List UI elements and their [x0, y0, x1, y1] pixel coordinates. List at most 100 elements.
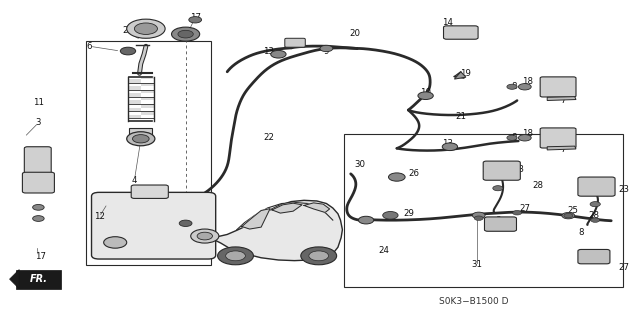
Text: 12: 12 [93, 212, 105, 221]
Circle shape [518, 84, 531, 90]
Text: 8: 8 [579, 228, 584, 237]
FancyBboxPatch shape [540, 128, 576, 148]
FancyBboxPatch shape [578, 249, 610, 264]
Circle shape [172, 27, 200, 41]
Text: 18: 18 [522, 77, 534, 86]
FancyBboxPatch shape [24, 147, 51, 175]
Circle shape [590, 202, 600, 207]
Circle shape [127, 132, 155, 146]
Circle shape [562, 212, 575, 219]
Text: 20: 20 [349, 29, 361, 38]
Text: 8: 8 [495, 216, 500, 225]
Polygon shape [304, 203, 330, 212]
Circle shape [474, 216, 483, 220]
Text: 28: 28 [588, 211, 600, 220]
Circle shape [189, 17, 202, 23]
Text: 19: 19 [461, 69, 471, 78]
Text: 7: 7 [561, 96, 566, 105]
Circle shape [513, 211, 522, 215]
Polygon shape [16, 270, 61, 289]
Text: 9: 9 [324, 47, 329, 56]
Text: 31: 31 [471, 260, 483, 269]
Text: 11: 11 [33, 98, 44, 107]
Text: 29: 29 [403, 209, 413, 218]
Circle shape [383, 211, 398, 219]
Polygon shape [272, 203, 302, 213]
Text: 13: 13 [263, 47, 275, 56]
Text: FR.: FR. [29, 274, 47, 284]
Text: 8: 8 [512, 82, 517, 91]
Circle shape [309, 251, 328, 261]
Bar [86, 41, 211, 265]
Circle shape [418, 92, 433, 100]
Text: 4: 4 [132, 176, 137, 185]
FancyBboxPatch shape [444, 26, 478, 39]
Polygon shape [547, 146, 576, 150]
Circle shape [591, 218, 600, 222]
Circle shape [33, 216, 44, 221]
Text: 17: 17 [189, 13, 201, 22]
FancyBboxPatch shape [131, 185, 168, 198]
Text: 23: 23 [513, 165, 524, 174]
Circle shape [218, 247, 253, 265]
Text: 13: 13 [442, 139, 454, 148]
Circle shape [472, 212, 485, 219]
Circle shape [197, 232, 212, 240]
Circle shape [179, 220, 192, 226]
Text: 1: 1 [38, 160, 43, 169]
Text: 2: 2 [122, 26, 127, 35]
Text: 21: 21 [455, 112, 467, 121]
Circle shape [104, 237, 127, 248]
FancyBboxPatch shape [483, 161, 520, 180]
Text: 10: 10 [420, 88, 431, 97]
Circle shape [564, 213, 573, 218]
Text: 25: 25 [482, 165, 493, 174]
Text: 5: 5 [549, 85, 554, 94]
Circle shape [226, 251, 245, 261]
Circle shape [33, 204, 44, 210]
Polygon shape [211, 200, 342, 261]
Text: 27: 27 [618, 263, 630, 272]
Bar [129, 128, 152, 137]
Text: 17: 17 [35, 252, 46, 261]
FancyBboxPatch shape [92, 192, 216, 259]
Circle shape [358, 216, 374, 224]
Text: 26: 26 [408, 169, 420, 178]
Text: 25: 25 [567, 206, 579, 215]
Text: 7: 7 [561, 145, 566, 154]
Text: 5: 5 [549, 136, 554, 145]
Circle shape [518, 135, 531, 141]
Circle shape [127, 19, 165, 38]
Text: 27: 27 [519, 204, 531, 213]
Circle shape [134, 23, 157, 34]
Text: 23: 23 [618, 185, 630, 194]
Polygon shape [242, 209, 270, 229]
FancyBboxPatch shape [540, 77, 576, 97]
Text: 28: 28 [532, 181, 543, 189]
Circle shape [388, 173, 405, 181]
Text: 24: 24 [378, 246, 390, 255]
Text: 3: 3 [36, 118, 41, 127]
Polygon shape [454, 72, 466, 79]
Text: 22: 22 [263, 133, 275, 142]
Polygon shape [10, 270, 19, 289]
FancyBboxPatch shape [578, 177, 615, 196]
Text: 6: 6 [87, 42, 92, 51]
Circle shape [271, 50, 286, 58]
Circle shape [493, 186, 503, 191]
Circle shape [301, 247, 337, 265]
Bar [344, 134, 623, 287]
Polygon shape [547, 97, 576, 100]
Text: 18: 18 [522, 130, 534, 138]
Text: 30: 30 [354, 160, 365, 169]
Circle shape [120, 47, 136, 55]
Circle shape [507, 135, 517, 140]
Circle shape [191, 229, 219, 243]
FancyBboxPatch shape [484, 217, 516, 231]
Circle shape [507, 84, 517, 89]
Circle shape [132, 135, 149, 143]
Circle shape [178, 30, 193, 38]
Text: S0K3−B1500 D: S0K3−B1500 D [439, 297, 508, 306]
Circle shape [442, 143, 458, 151]
FancyBboxPatch shape [285, 38, 305, 47]
